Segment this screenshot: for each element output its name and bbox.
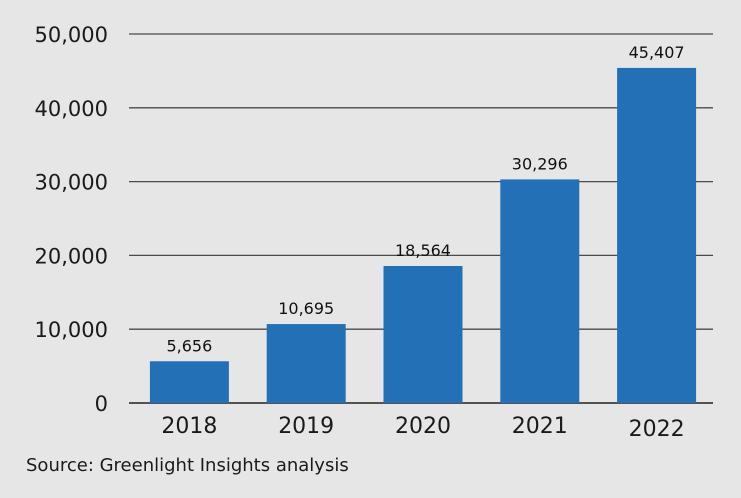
y-tick-label: 20,000 [35,244,108,268]
y-axis-ticks: 0 10,000 20,000 30,000 40,000 50,000 [35,23,108,416]
data-label: 10,695 [278,299,334,318]
bar-2018 [149,361,229,403]
gridlines [129,33,713,404]
bar-2019 [266,324,346,403]
data-labels: 5,656 10,695 18,564 30,296 45,407 [166,43,684,355]
bar-2022 [617,67,697,404]
y-tick-label: 30,000 [35,171,108,195]
data-label: 30,296 [512,154,568,173]
x-tick-label: 2019 [278,414,334,439]
x-tick-label: 2021 [512,414,568,439]
y-tick-label: 0 [95,392,108,416]
data-label: 5,656 [166,336,212,355]
x-axis-ticks: 2018 2019 2020 2021 2022 [161,414,684,442]
bar-2020 [383,265,463,403]
x-tick-label: 2022 [629,417,685,442]
data-label: 45,407 [629,43,685,62]
bars [149,67,697,404]
data-label: 18,564 [395,241,451,260]
y-tick-label: 10,000 [35,318,108,342]
x-tick-label: 2018 [161,414,217,439]
bar-2021 [500,179,580,403]
y-tick-label: 50,000 [35,23,108,47]
y-tick-label: 40,000 [35,97,108,121]
source-note: Source: Greenlight Insights analysis [26,455,349,476]
x-tick-label: 2020 [395,414,451,439]
